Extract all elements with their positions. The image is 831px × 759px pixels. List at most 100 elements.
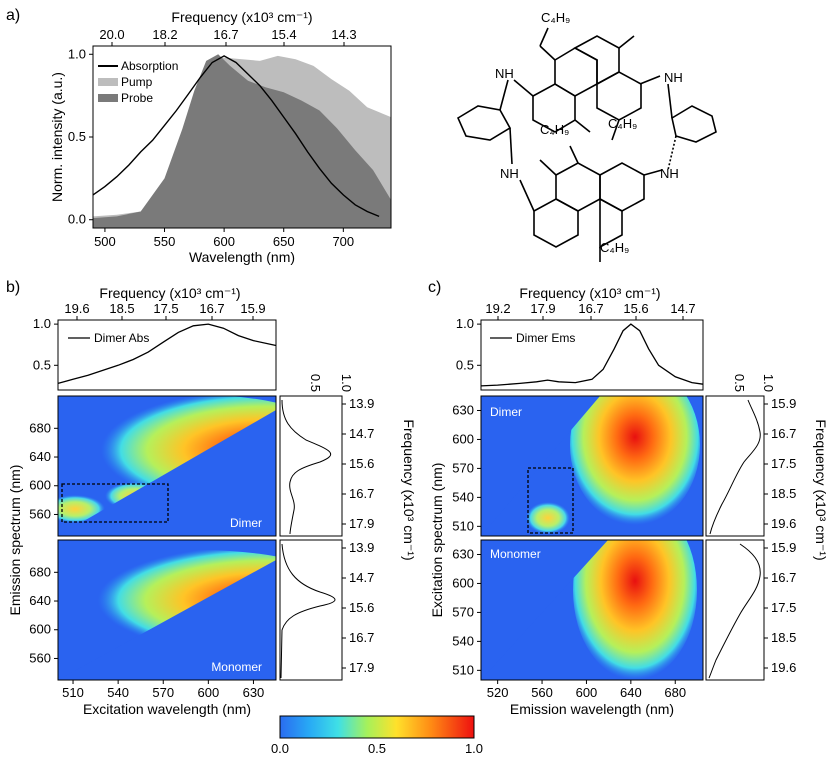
map-ytick-label: 540 [452, 489, 474, 504]
panel-b-top-frame [57, 319, 277, 391]
panel-a-legend: Absorption Pump Probe [98, 59, 178, 105]
panel-c-top-xlabel: Frequency (x10³ cm⁻¹) [519, 285, 660, 301]
legend-dimer-abs: Dimer Abs [94, 331, 149, 345]
panel-b-dimer-map [58, 396, 276, 536]
map-xtick-label: 630 [243, 685, 265, 700]
series-absorption-line [92, 55, 380, 218]
side-top-tick-label: 0.5 [732, 374, 747, 392]
side-freq-tick-label: 17.9 [349, 516, 374, 531]
panel-c-side-dimer-frame [705, 395, 765, 537]
mol-label-nh-3: NH [500, 166, 519, 181]
panel-b-monomer-frame [57, 539, 277, 681]
side-freq-tick-label: 13.9 [349, 396, 374, 411]
side-freq-tick-label: 17.5 [771, 600, 796, 615]
panel-b-top-xlabel: Frequency (x10³ cm⁻¹) [99, 285, 240, 301]
panel-a-xtick-label: 700 [332, 234, 354, 249]
side-freq-tick-label: 19.6 [771, 516, 796, 531]
top-xtick-label: 15.6 [623, 301, 648, 316]
panel-a-ylabel: Norm. intensity (a.u.) [49, 72, 65, 202]
top-xtick-label: 19.6 [64, 301, 89, 316]
panel-c-chart: Frequency (x10³ cm⁻¹) 19.2 17.9 16.7 15.6 14… [429, 285, 829, 717]
panel-b-dimer-frame [57, 395, 277, 537]
map-ytick-label: 540 [452, 633, 474, 648]
map-ytick-label: 510 [452, 662, 474, 677]
map-xtick-label: 600 [197, 685, 219, 700]
mol-label-butyl-3: C₄H₉ [540, 122, 569, 137]
panel-b-xlabel: Excitation wavelength (nm) [83, 701, 251, 717]
map-ytick-label: 600 [452, 575, 474, 590]
panel-b-ylabel: Emission spectrum (nm) [7, 465, 23, 616]
map-xtick-label: 520 [487, 685, 509, 700]
panel-b-chart: Frequency (x10³ cm⁻¹) 19.6 18.5 17.5 16.7 15… [7, 285, 417, 717]
map-ytick-label: 600 [452, 431, 474, 446]
side-top-tick-label: 1.0 [761, 374, 776, 392]
legend-pump-swatch [98, 78, 118, 86]
panel-a-toptick-label: 20.0 [99, 27, 124, 42]
panel-c-dimer-map [481, 396, 703, 536]
map-ytick-label: 600 [29, 478, 51, 493]
side-freq-tick-label: 15.6 [349, 456, 374, 471]
panel-c-right-ylabel: Frequency (x10³ cm⁻¹) [813, 419, 829, 560]
panel-c-ylabel: Excitation spectrum (nm) [429, 463, 445, 618]
panel-a-xtick-label: 600 [213, 234, 235, 249]
map-ytick-label: 680 [29, 420, 51, 435]
panel-b-side-dimer-curve [281, 399, 332, 535]
mol-label-nh-2: NH [664, 70, 683, 85]
molecule-structure [456, 27, 717, 262]
panel-c-top-frame [480, 319, 704, 391]
panel-a-xtick-label: 500 [94, 234, 116, 249]
panel-b-side-monomer-curve [280, 543, 336, 679]
side-freq-tick-label: 14.7 [349, 426, 374, 441]
series-probe-area [93, 54, 391, 228]
panel-a-top-xlabel: Frequency (x10³ cm⁻¹) [171, 9, 312, 25]
panel-a-toptick-label: 18.2 [152, 27, 177, 42]
side-freq-tick-label: 16.7 [771, 426, 796, 441]
panel-c-dimer-highlight-box [527, 467, 574, 534]
panel-b-monomer-label: Monomer [211, 660, 262, 674]
map-xtick-label: 560 [531, 685, 553, 700]
series-dimer-ems-line [480, 323, 704, 387]
panel-c-monomer-label: Monomer [490, 547, 541, 561]
side-top-tick-label: 0.5 [308, 374, 323, 392]
panel-c-monomer-map [481, 540, 703, 680]
map-ytick-label: 640 [29, 449, 51, 464]
legend-probe: Probe [121, 91, 153, 105]
legend-absorption: Absorption [121, 59, 178, 73]
panel-b-right-ylabel: Frequency (x10³ cm⁻¹) [401, 419, 417, 560]
side-freq-tick-label: 17.9 [349, 660, 374, 675]
colorbar: 0.0 0.5 1.0 [271, 715, 483, 756]
panel-c-xlabel: Emission wavelength (nm) [510, 701, 674, 717]
side-top-tick-label: 1.0 [339, 374, 354, 392]
legend-probe-swatch [98, 94, 118, 102]
map-xtick-label: 510 [62, 685, 84, 700]
side-freq-tick-label: 15.9 [771, 540, 796, 555]
panel-a-toptick-label: 15.4 [271, 27, 296, 42]
panel-b-dimer-label: Dimer [230, 516, 262, 530]
panel-a-ytick-label: 0.0 [68, 212, 86, 227]
top-ytick-label: 0.5 [33, 357, 51, 372]
side-freq-tick-label: 16.7 [349, 486, 374, 501]
panel-c-monomer-frame [480, 539, 704, 681]
map-ytick-label: 570 [452, 460, 474, 475]
mol-label-butyl-4: C₄H₉ [600, 240, 629, 255]
panel-label-c: c) [428, 279, 441, 296]
colorbar-tick-label: 0.0 [271, 741, 289, 756]
top-ytick-label: 1.0 [456, 316, 474, 331]
side-freq-tick-label: 16.7 [771, 570, 796, 585]
top-xtick-label: 16.7 [578, 301, 603, 316]
side-freq-tick-label: 19.6 [771, 660, 796, 675]
panel-a-xtick-label: 650 [273, 234, 295, 249]
panel-a-ytick-label: 1.0 [68, 46, 86, 61]
map-xtick-label: 640 [620, 685, 642, 700]
top-xtick-label: 14.7 [670, 301, 695, 316]
map-ytick-label: 560 [29, 506, 51, 521]
panel-a-xlabel: Wavelength (nm) [189, 249, 295, 265]
mol-label-nh-4: NH [660, 166, 679, 181]
legend-dimer-ems: Dimer Ems [516, 331, 575, 345]
panel-a-ytick-label: 0.5 [68, 129, 86, 144]
panel-c-side-monomer-frame [705, 539, 765, 681]
legend-pump: Pump [121, 75, 153, 89]
map-xtick-label: 570 [152, 685, 174, 700]
map-ytick-label: 680 [29, 564, 51, 579]
